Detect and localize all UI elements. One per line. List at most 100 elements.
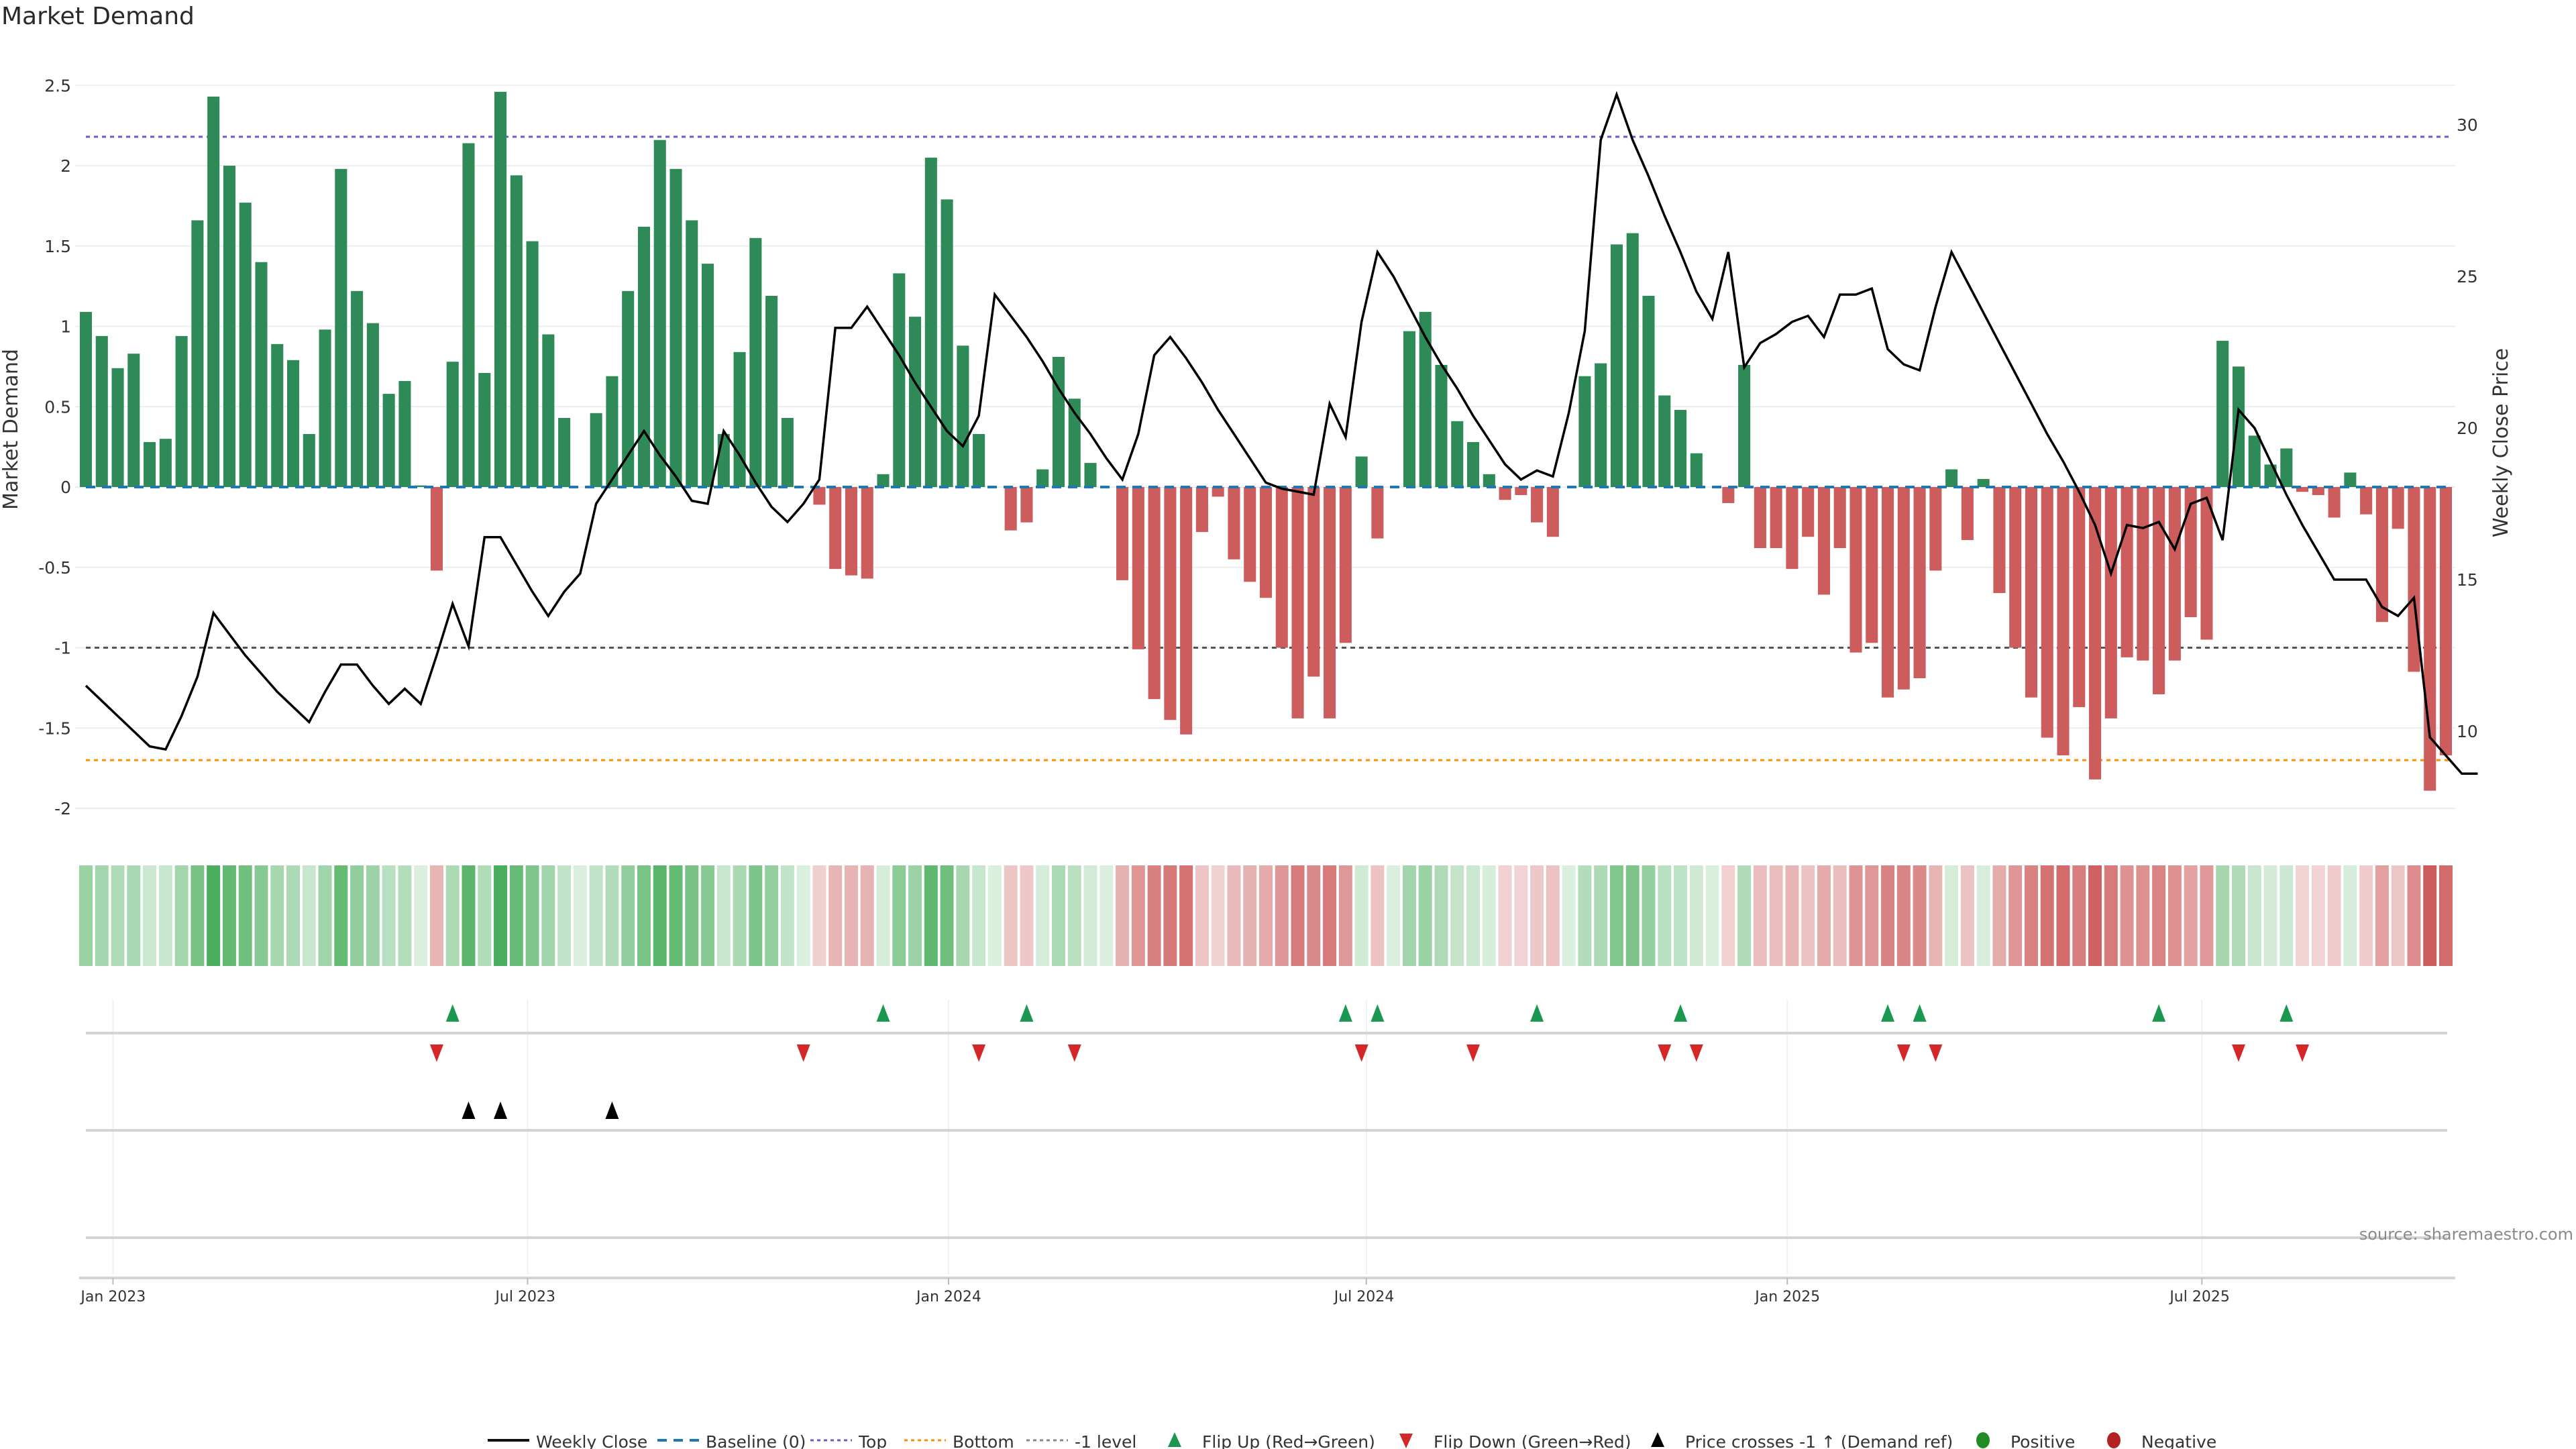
heat-cell — [844, 865, 858, 966]
heat-cell — [956, 865, 970, 966]
demand-bar — [462, 143, 475, 488]
legend-label-price-cross: Price crosses -1 ↑ (Demand ref) — [1685, 1432, 1953, 1449]
heat-cell — [716, 865, 731, 966]
heat-cell — [621, 865, 635, 966]
heat-cell — [174, 865, 189, 966]
heat-cell — [2216, 865, 2230, 966]
heat-cell — [2200, 865, 2214, 966]
y-tick-label: 0 — [60, 478, 71, 497]
demand-bar — [1148, 487, 1161, 700]
heat-cell — [238, 865, 252, 966]
demand-bar — [1961, 487, 1974, 541]
demand-bar — [765, 295, 778, 487]
heat-cell — [1275, 865, 1289, 966]
chart-title: Market Demand — [1, 3, 195, 30]
demand-bar — [2439, 487, 2453, 755]
heat-cell — [2439, 865, 2453, 966]
demand-bar — [2328, 487, 2341, 518]
heat-cell — [637, 865, 651, 966]
heat-cell — [2072, 865, 2086, 966]
demand-bar — [941, 199, 953, 487]
demand-bar — [415, 485, 427, 487]
demand-bar — [1945, 469, 1958, 487]
demand-bar — [749, 237, 762, 487]
demand-bar — [191, 220, 204, 487]
flip-up-marker — [1881, 1004, 1895, 1022]
heat-cell — [1227, 865, 1241, 966]
legend-flip-up-icon — [1168, 1432, 1181, 1447]
demand-bar — [1674, 410, 1687, 487]
heat-cell — [1195, 865, 1209, 966]
heat-cell — [2056, 865, 2070, 966]
demand-bar — [1180, 487, 1193, 735]
demand-bar — [1817, 487, 1830, 595]
heat-cell — [1625, 865, 1640, 966]
demand-bar — [95, 335, 108, 487]
demand-bar — [111, 368, 124, 487]
heat-cell — [2120, 865, 2134, 966]
demand-bar — [845, 487, 858, 576]
demand-bar — [637, 227, 650, 487]
heat-cell — [1945, 865, 1959, 966]
heat-cell — [1418, 865, 1432, 966]
y-tick-label: 1.5 — [44, 237, 71, 256]
heat-cell — [1753, 865, 1767, 966]
heat-cell — [1896, 865, 1911, 966]
demand-bar — [1419, 311, 1432, 487]
demand-bar — [1228, 487, 1240, 559]
heat-cell — [1099, 865, 1114, 966]
heat-cell — [191, 865, 205, 966]
flip-up-marker — [1371, 1004, 1385, 1022]
demand-bar — [1068, 398, 1081, 487]
demand-bar — [829, 487, 842, 570]
heat-cell — [860, 865, 874, 966]
heat-cell — [1546, 865, 1560, 966]
flip-down-marker — [1466, 1044, 1481, 1062]
heat-cell — [1578, 865, 1592, 966]
demand-bar — [1658, 395, 1671, 487]
legend-negative-dot — [2107, 1432, 2121, 1448]
flip-up-marker — [1020, 1004, 1034, 1022]
right-axis-ticks: 30 25 20 15 10 — [2457, 115, 2478, 741]
heat-cell — [478, 865, 492, 966]
heat-cell — [1913, 865, 1927, 966]
heat-cell — [780, 865, 794, 966]
heat-cell — [1530, 865, 1544, 966]
heat-cell — [1721, 865, 1735, 966]
y-tick-label: -2 — [54, 799, 71, 818]
heat-cell — [2279, 865, 2294, 966]
demand-bar — [494, 91, 507, 487]
heat-cell — [334, 865, 348, 966]
demand-bar — [1004, 487, 1017, 531]
demand-bar — [1291, 487, 1304, 718]
heat-cell — [1083, 865, 1097, 966]
heat-cell — [1849, 865, 1863, 966]
flip-down-marker — [1689, 1044, 1703, 1062]
legend: Weekly Close Baseline (0) Top Bottom -1 leve… — [488, 1432, 2216, 1449]
heat-cell — [462, 865, 476, 966]
heat-cell — [541, 865, 555, 966]
demand-bar — [1595, 363, 1607, 487]
legend-label-minus1: -1 level — [1075, 1432, 1136, 1449]
heat-cell — [812, 865, 826, 966]
demand-bar — [398, 380, 411, 487]
heat-cell — [398, 865, 412, 966]
heat-cell — [1689, 865, 1703, 966]
x-tick-label: Jul 2025 — [2168, 1289, 2230, 1305]
heat-cell — [2247, 865, 2261, 966]
heat-cell — [158, 865, 172, 966]
weekly-close-line — [85, 91, 2478, 775]
demand-bar — [813, 487, 826, 505]
demand-bar — [366, 323, 379, 487]
heat-cell — [2359, 865, 2373, 966]
demand-bar — [1913, 487, 1926, 679]
flip-up-marker — [1530, 1004, 1544, 1022]
heat-cell — [2104, 865, 2118, 966]
heat-cell — [254, 865, 268, 966]
heat-cell — [302, 865, 316, 966]
demand-bar — [2121, 487, 2133, 657]
demand-bars — [79, 91, 2453, 791]
demand-bar — [1195, 487, 1208, 533]
demand-bar — [957, 345, 969, 487]
demand-bar — [1866, 487, 1878, 643]
